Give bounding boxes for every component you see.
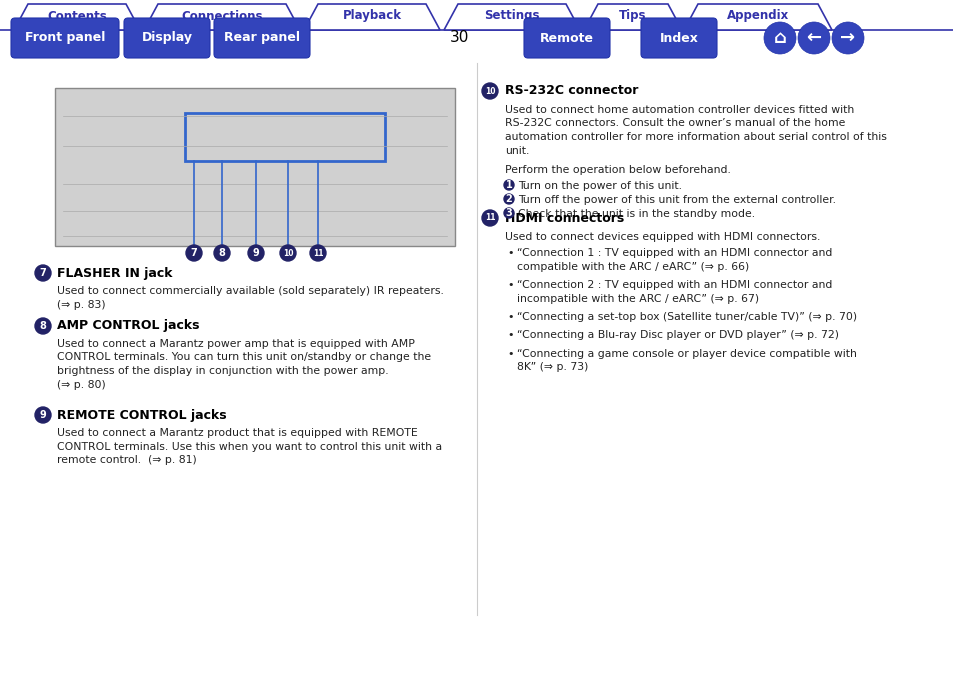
Text: incompatible with the ARC / eARC” (⇒ p. 67): incompatible with the ARC / eARC” (⇒ p. …	[517, 293, 759, 304]
Circle shape	[797, 22, 829, 54]
Text: Display: Display	[141, 32, 193, 44]
Polygon shape	[14, 4, 140, 30]
Text: 11: 11	[484, 213, 495, 223]
Text: Tips: Tips	[618, 9, 646, 22]
Text: Contents: Contents	[47, 9, 107, 22]
Text: (⇒ p. 80): (⇒ p. 80)	[57, 380, 106, 390]
Text: AMP CONTROL jacks: AMP CONTROL jacks	[57, 320, 199, 332]
FancyBboxPatch shape	[523, 18, 609, 58]
Circle shape	[481, 210, 497, 226]
Polygon shape	[583, 4, 681, 30]
Text: 9: 9	[253, 248, 259, 258]
Text: 8: 8	[218, 248, 225, 258]
FancyBboxPatch shape	[55, 88, 455, 246]
Text: 2: 2	[505, 194, 512, 204]
Text: Turn off the power of this unit from the external controller.: Turn off the power of this unit from the…	[517, 195, 835, 205]
Circle shape	[310, 245, 326, 261]
Polygon shape	[683, 4, 831, 30]
Circle shape	[503, 194, 514, 204]
Text: FLASHER IN jack: FLASHER IN jack	[57, 267, 172, 279]
Text: Remote: Remote	[539, 32, 594, 44]
FancyBboxPatch shape	[11, 18, 119, 58]
Text: compatible with the ARC / eARC” (⇒ p. 66): compatible with the ARC / eARC” (⇒ p. 66…	[517, 262, 748, 271]
Text: •: •	[506, 330, 513, 341]
Circle shape	[35, 265, 51, 281]
Text: RS-232C connector: RS-232C connector	[504, 85, 638, 98]
FancyBboxPatch shape	[640, 18, 717, 58]
Text: Perform the operation below beforehand.: Perform the operation below beforehand.	[504, 165, 730, 175]
Circle shape	[763, 22, 795, 54]
Text: Used to connect home automation controller devices fitted with: Used to connect home automation controll…	[504, 105, 853, 115]
Text: Used to connect commercially available (sold separately) IR repeaters.: Used to connect commercially available (…	[57, 286, 443, 296]
Text: Check that the unit is in the standby mode.: Check that the unit is in the standby mo…	[517, 209, 755, 219]
Polygon shape	[443, 4, 579, 30]
Text: 7: 7	[40, 268, 47, 278]
Text: 30: 30	[450, 30, 469, 46]
Text: 11: 11	[313, 248, 323, 258]
Text: Connections: Connections	[181, 9, 262, 22]
Text: Appendix: Appendix	[726, 9, 788, 22]
Text: remote control.  (⇒ p. 81): remote control. (⇒ p. 81)	[57, 455, 196, 465]
Text: ←: ←	[805, 29, 821, 47]
Text: Front panel: Front panel	[25, 32, 105, 44]
Circle shape	[280, 245, 295, 261]
Text: RS-232C connectors. Consult the owner’s manual of the home: RS-232C connectors. Consult the owner’s …	[504, 118, 844, 129]
Text: “Connecting a set-top box (Satellite tuner/cable TV)” (⇒ p. 70): “Connecting a set-top box (Satellite tun…	[517, 312, 856, 322]
Text: “Connecting a game console or player device compatible with: “Connecting a game console or player dev…	[517, 349, 856, 359]
Text: ⌂: ⌂	[773, 29, 785, 47]
Text: Used to connect a Marantz product that is equipped with REMOTE: Used to connect a Marantz product that i…	[57, 428, 417, 438]
Text: Turn on the power of this unit.: Turn on the power of this unit.	[517, 181, 681, 191]
Text: REMOTE CONTROL jacks: REMOTE CONTROL jacks	[57, 409, 227, 421]
Text: 10: 10	[484, 87, 495, 96]
Text: •: •	[506, 248, 513, 258]
Text: “Connection 1 : TV equipped with an HDMI connector and: “Connection 1 : TV equipped with an HDMI…	[517, 248, 832, 258]
Polygon shape	[144, 4, 299, 30]
Text: •: •	[506, 280, 513, 290]
Text: (⇒ p. 83): (⇒ p. 83)	[57, 299, 106, 310]
Circle shape	[503, 180, 514, 190]
Text: 8: 8	[39, 321, 47, 331]
Text: unit.: unit.	[504, 145, 529, 155]
Text: 7: 7	[191, 248, 197, 258]
Text: “Connecting a Blu-ray Disc player or DVD player” (⇒ p. 72): “Connecting a Blu-ray Disc player or DVD…	[517, 330, 838, 341]
Text: Index: Index	[659, 32, 698, 44]
Text: →: →	[840, 29, 855, 47]
Text: automation controller for more information about serial control of this: automation controller for more informati…	[504, 132, 886, 142]
Text: Used to connect a Marantz power amp that is equipped with AMP: Used to connect a Marantz power amp that…	[57, 339, 415, 349]
Text: CONTROL terminals. Use this when you want to control this unit with a: CONTROL terminals. Use this when you wan…	[57, 441, 441, 452]
Circle shape	[35, 318, 51, 334]
Circle shape	[35, 407, 51, 423]
Text: HDMI connectors: HDMI connectors	[504, 211, 623, 225]
Text: 8K” (⇒ p. 73): 8K” (⇒ p. 73)	[517, 363, 588, 372]
Text: Playback: Playback	[342, 9, 401, 22]
Text: brightness of the display in conjunction with the power amp.: brightness of the display in conjunction…	[57, 366, 388, 376]
Circle shape	[213, 245, 230, 261]
Circle shape	[831, 22, 863, 54]
Text: 9: 9	[40, 410, 47, 420]
Circle shape	[481, 83, 497, 99]
Text: Settings: Settings	[484, 9, 539, 22]
Text: “Connection 2 : TV equipped with an HDMI connector and: “Connection 2 : TV equipped with an HDMI…	[517, 280, 832, 290]
Text: Used to connect devices equipped with HDMI connectors.: Used to connect devices equipped with HD…	[504, 232, 820, 242]
Circle shape	[503, 208, 514, 218]
FancyBboxPatch shape	[213, 18, 310, 58]
Text: 1: 1	[505, 180, 512, 190]
Text: •: •	[506, 349, 513, 359]
Text: •: •	[506, 312, 513, 322]
Circle shape	[186, 245, 202, 261]
Circle shape	[248, 245, 264, 261]
Text: 10: 10	[282, 248, 293, 258]
Text: Rear panel: Rear panel	[224, 32, 299, 44]
Polygon shape	[304, 4, 439, 30]
Text: 3: 3	[505, 208, 512, 218]
FancyBboxPatch shape	[124, 18, 210, 58]
Text: CONTROL terminals. You can turn this unit on/standby or change the: CONTROL terminals. You can turn this uni…	[57, 353, 431, 363]
